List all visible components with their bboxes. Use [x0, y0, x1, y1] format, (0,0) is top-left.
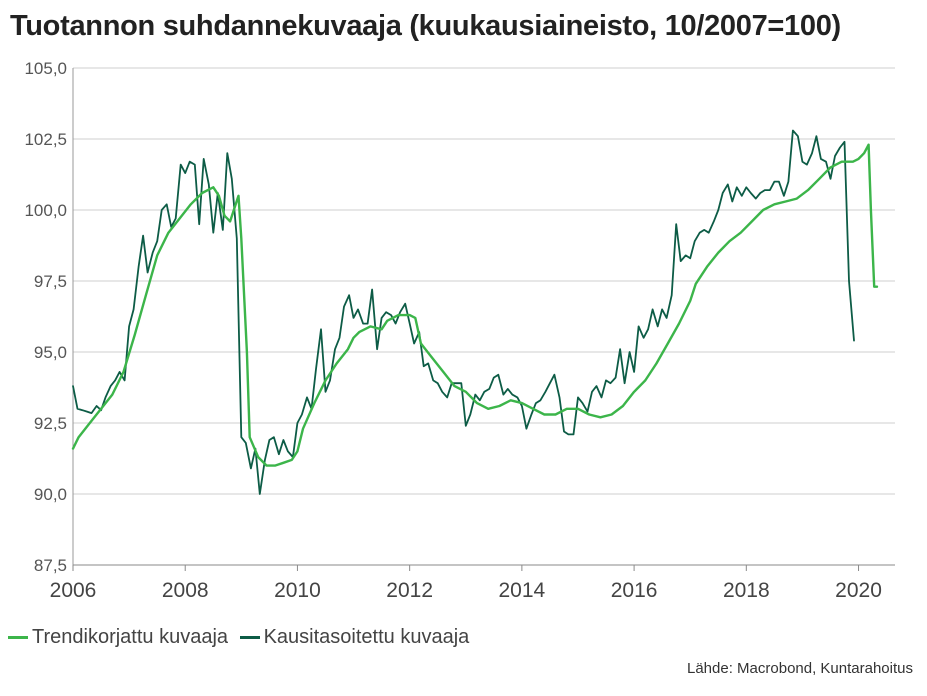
legend-swatch-seasonal: [239, 636, 260, 639]
x-tick-label: 2010: [274, 579, 321, 602]
y-tick-label: 95,0: [34, 343, 67, 362]
legend-swatch-trend: [8, 636, 28, 639]
legend: Trendikorjattu kuvaaja Kausitasoitettu k…: [8, 622, 475, 649]
x-tick-label: 2020: [835, 579, 882, 602]
x-tick-label: 2006: [50, 579, 97, 602]
chart-title: Tuotannon suhdannekuvaaja (kuukausiainei…: [10, 10, 841, 42]
y-tick-label: 97,5: [34, 272, 67, 291]
x-tick-label: 2012: [386, 579, 433, 602]
legend-item-trend: Trendikorjattu kuvaaja: [8, 626, 228, 649]
x-tick-label: 2008: [162, 579, 209, 602]
x-tick-label: 2018: [723, 579, 770, 602]
axes: [72, 68, 895, 571]
x-tick-label: 2016: [611, 579, 658, 602]
series-line-trend: [71, 143, 879, 467]
legend-label-trend: Trendikorjattu kuvaaja: [32, 626, 229, 648]
y-tick-label: 105,0: [24, 59, 67, 78]
x-tick-labels: 2006 2008 2010 2012 2014 2016 2018 2020: [50, 579, 882, 602]
y-tick-label: 90,0: [34, 485, 67, 504]
legend-item-seasonal: Kausitasoitettu kuvaaja: [239, 626, 470, 649]
y-tick-label: 102,5: [24, 130, 67, 149]
series-line-seasonal: [72, 129, 855, 495]
y-tick-label: 100,0: [24, 201, 67, 220]
y-tick-label: 87,5: [34, 556, 67, 575]
x-tick-label: 2014: [499, 579, 546, 602]
series-lines: [71, 129, 879, 495]
y-tick-label: 92,5: [34, 414, 67, 433]
y-tick-labels: 105,0 102,5 100,0 97,5 95,0 92,5 90,0 87,5: [24, 59, 67, 575]
source-note: Lähde: Macrobond, Kuntarahoitus: [687, 660, 913, 677]
grid-lines: [73, 67, 895, 495]
legend-label-seasonal: Kausitasoitettu kuvaaja: [263, 626, 470, 648]
line-chart: 105,0 102,5 100,0 97,5 95,0 92,5 90,0 87,5 2006…: [24, 59, 895, 602]
